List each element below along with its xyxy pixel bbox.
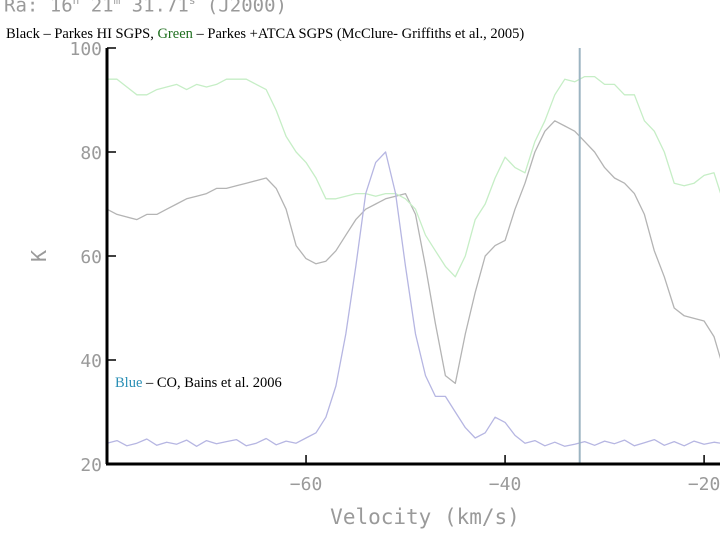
x-tick-label: −40	[489, 474, 522, 495]
x-tick-label: −20	[688, 474, 720, 495]
legend-caption: Black – Parkes HI SGPS, Green – Parkes +…	[6, 26, 524, 43]
series-layer	[106, 75, 720, 447]
series-green-line	[107, 75, 720, 278]
caption-rest: – Parkes +ATCA SGPS (McClure- Griffiths …	[192, 26, 525, 42]
co-label-rest: – CO, Bains et al. 2006	[142, 375, 282, 391]
series-black-line	[106, 120, 720, 385]
caption-black-part: Black – Parkes HI SGPS,	[6, 26, 158, 42]
series-blue-line	[106, 151, 720, 447]
ra-coordinate-label: Ra: 16h 21m 31.71s (J2000)	[4, 0, 287, 17]
axes-layer	[105, 48, 720, 466]
x-axis-label: Velocity (km/s)	[330, 505, 520, 529]
x-tick-label: −60	[290, 474, 323, 495]
y-tick-label: 20	[80, 455, 102, 476]
co-legend-label: Blue – CO, Bains et al. 2006	[115, 375, 282, 392]
y-tick-label: 40	[80, 351, 102, 372]
y-axis-label: K	[27, 250, 51, 262]
caption-green-word: Green	[157, 26, 193, 42]
y-tick-label: 80	[80, 143, 102, 164]
ticks-layer: 20 40 60 80 100 −60 −40 −20	[69, 39, 720, 495]
y-tick-label: 60	[80, 247, 102, 268]
co-blue-word: Blue	[115, 375, 143, 391]
y-tick-label: 100	[69, 39, 102, 60]
